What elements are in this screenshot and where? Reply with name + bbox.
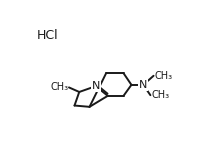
Text: N: N <box>139 80 147 90</box>
Text: HCl: HCl <box>37 29 59 42</box>
Text: CH₃: CH₃ <box>50 82 68 92</box>
Text: CH₃: CH₃ <box>154 71 172 81</box>
Text: CH₃: CH₃ <box>151 90 169 100</box>
Text: N: N <box>92 81 100 91</box>
